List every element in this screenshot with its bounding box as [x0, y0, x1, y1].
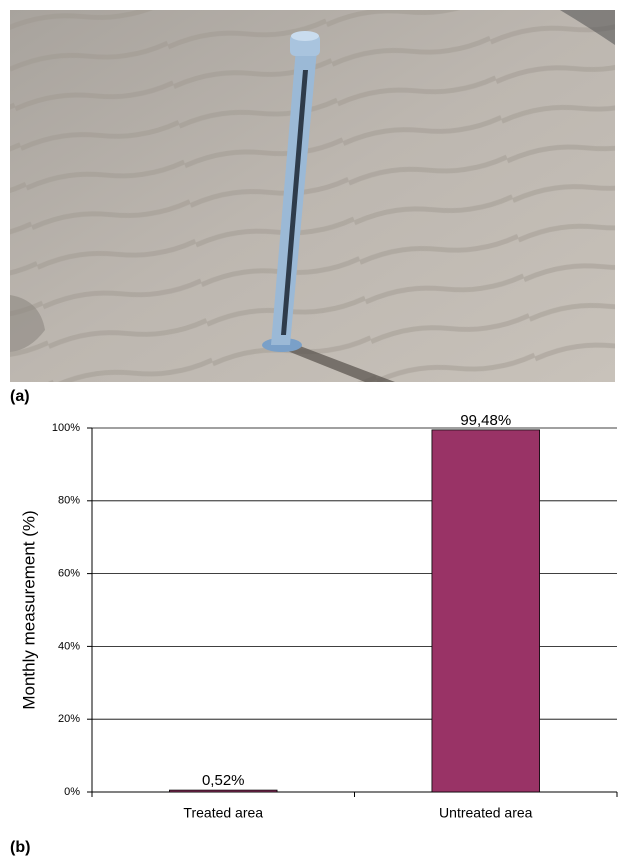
photo: [10, 10, 615, 382]
x-tick-label: Untreated area: [439, 805, 533, 821]
y-tick-label: 40%: [58, 640, 80, 652]
y-tick-label: 80%: [58, 495, 80, 507]
panel-label: (a): [10, 388, 30, 405]
y-axis-label: Monthly measurement (%): [19, 510, 38, 709]
value-label: 99,48%: [460, 412, 511, 429]
figure: (a) (b) Monthly measurement (%) 0% 20% 40%…: [0, 0, 619, 862]
bar: [169, 790, 277, 792]
page: (a) (b) Monthly measurement (%) 0% 20% 40%…: [0, 0, 619, 862]
panel-label: (b): [10, 839, 30, 856]
y-tick-label: 20%: [58, 713, 80, 725]
x-tick-label: Treated area: [183, 805, 263, 821]
y-tick-label: 100%: [52, 422, 80, 434]
y-tick-label: 0%: [64, 786, 80, 798]
bar: [432, 430, 540, 792]
value-label: 0,52%: [202, 772, 245, 789]
y-tick-label: 60%: [58, 568, 80, 580]
pole-cap-top: [291, 31, 319, 41]
